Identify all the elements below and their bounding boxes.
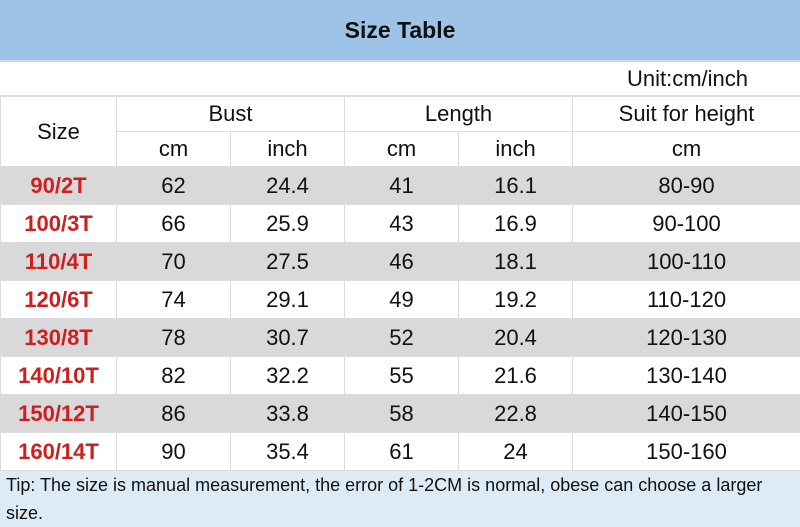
header-height-cm: cm [573, 132, 800, 167]
cell-height-cm: 110-120 [573, 281, 800, 319]
cell-size: 160/14T [1, 433, 117, 471]
cell-size: 100/3T [1, 205, 117, 243]
cell-length-inch: 24 [459, 433, 573, 471]
cell-length-cm: 58 [345, 395, 459, 433]
cell-bust-inch: 35.4 [231, 433, 345, 471]
cell-height-cm: 120-130 [573, 319, 800, 357]
cell-size: 110/4T [1, 243, 117, 281]
header-bust-inch: inch [231, 132, 345, 167]
cell-length-inch: 19.2 [459, 281, 573, 319]
cell-length-cm: 41 [345, 167, 459, 205]
cell-height-cm: 130-140 [573, 357, 800, 395]
cell-bust-cm: 82 [117, 357, 231, 395]
cell-height-cm: 140-150 [573, 395, 800, 433]
cell-height-cm: 80-90 [573, 167, 800, 205]
cell-bust-inch: 32.2 [231, 357, 345, 395]
size-table: Size Bust Length Suit for height cm inch… [0, 96, 800, 471]
header-length-cm: cm [345, 132, 459, 167]
tip-text: Tip: The size is manual measurement, the… [0, 471, 800, 527]
cell-size: 90/2T [1, 167, 117, 205]
cell-bust-inch: 27.5 [231, 243, 345, 281]
header-length-inch: inch [459, 132, 573, 167]
cell-bust-inch: 30.7 [231, 319, 345, 357]
header-bust-cm: cm [117, 132, 231, 167]
cell-bust-cm: 86 [117, 395, 231, 433]
cell-height-cm: 100-110 [573, 243, 800, 281]
header-bust: Bust [117, 97, 345, 132]
unit-label: Unit:cm/inch [0, 62, 800, 96]
cell-size: 120/6T [1, 281, 117, 319]
table-title: Size Table [0, 0, 800, 62]
cell-size: 130/8T [1, 319, 117, 357]
cell-length-inch: 18.1 [459, 243, 573, 281]
cell-size: 150/12T [1, 395, 117, 433]
header-size: Size [1, 97, 117, 167]
header-height: Suit for height [573, 97, 800, 132]
cell-length-cm: 46 [345, 243, 459, 281]
cell-length-inch: 22.8 [459, 395, 573, 433]
cell-bust-inch: 25.9 [231, 205, 345, 243]
cell-bust-inch: 29.1 [231, 281, 345, 319]
cell-height-cm: 150-160 [573, 433, 800, 471]
cell-length-cm: 61 [345, 433, 459, 471]
cell-bust-inch: 24.4 [231, 167, 345, 205]
cell-bust-cm: 62 [117, 167, 231, 205]
cell-length-cm: 49 [345, 281, 459, 319]
cell-length-cm: 43 [345, 205, 459, 243]
cell-bust-cm: 78 [117, 319, 231, 357]
cell-size: 140/10T [1, 357, 117, 395]
cell-length-inch: 21.6 [459, 357, 573, 395]
cell-height-cm: 90-100 [573, 205, 800, 243]
cell-bust-cm: 70 [117, 243, 231, 281]
cell-bust-cm: 66 [117, 205, 231, 243]
header-length: Length [345, 97, 573, 132]
cell-length-inch: 20.4 [459, 319, 573, 357]
cell-length-inch: 16.1 [459, 167, 573, 205]
cell-length-inch: 16.9 [459, 205, 573, 243]
cell-bust-inch: 33.8 [231, 395, 345, 433]
cell-bust-cm: 90 [117, 433, 231, 471]
cell-length-cm: 52 [345, 319, 459, 357]
cell-length-cm: 55 [345, 357, 459, 395]
cell-bust-cm: 74 [117, 281, 231, 319]
